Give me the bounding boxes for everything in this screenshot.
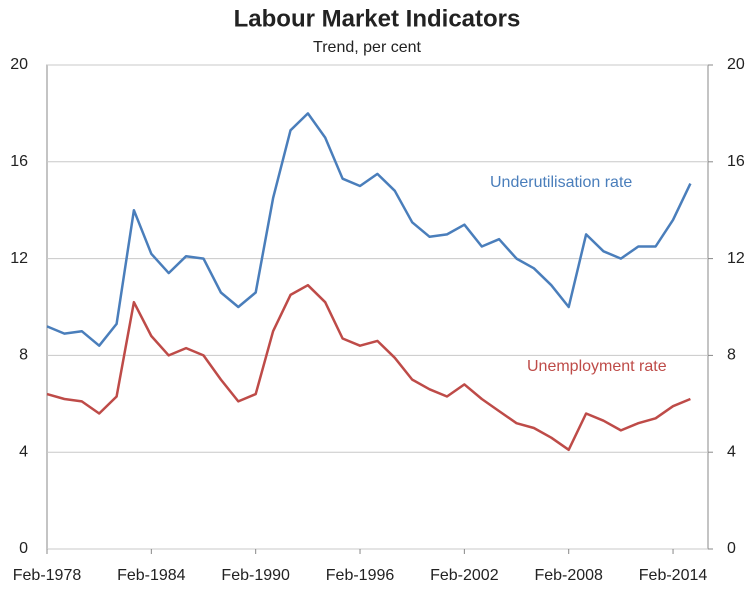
chart-subtitle: Trend, per cent bbox=[313, 39, 421, 56]
x-tick-label: Feb-1990 bbox=[221, 567, 290, 584]
y2-tick-label: 4 bbox=[727, 443, 736, 460]
y2-tick-label: 16 bbox=[727, 153, 745, 170]
series-label: Unemployment rate bbox=[527, 358, 667, 375]
y-tick-label: 0 bbox=[19, 540, 28, 557]
x-tick-label: Feb-1984 bbox=[117, 567, 186, 584]
y2-tick-label: 8 bbox=[727, 347, 736, 364]
y-tick-label: 4 bbox=[19, 443, 28, 460]
series-label: Underutilisation rate bbox=[490, 174, 632, 191]
x-tick-label: Feb-2008 bbox=[534, 567, 603, 584]
y-tick-label: 8 bbox=[19, 347, 28, 364]
y-tick-label: 20 bbox=[10, 56, 28, 73]
x-tick-label: Feb-1978 bbox=[13, 567, 82, 584]
y-tick-label: 16 bbox=[10, 153, 28, 170]
y2-tick-label: 20 bbox=[727, 56, 745, 73]
chart-title: Labour Market Indicators bbox=[234, 5, 521, 32]
series-line bbox=[46, 112, 692, 347]
y2-tick-label: 0 bbox=[727, 540, 736, 557]
y-tick-label: 12 bbox=[10, 250, 28, 267]
plot-frame bbox=[46, 64, 709, 550]
series-line bbox=[46, 283, 691, 452]
y2-tick-label: 12 bbox=[727, 250, 745, 267]
x-tick-label: Feb-2002 bbox=[430, 567, 499, 584]
x-tick-label: Feb-1996 bbox=[326, 567, 395, 584]
x-tick-label: Feb-2014 bbox=[639, 567, 708, 584]
